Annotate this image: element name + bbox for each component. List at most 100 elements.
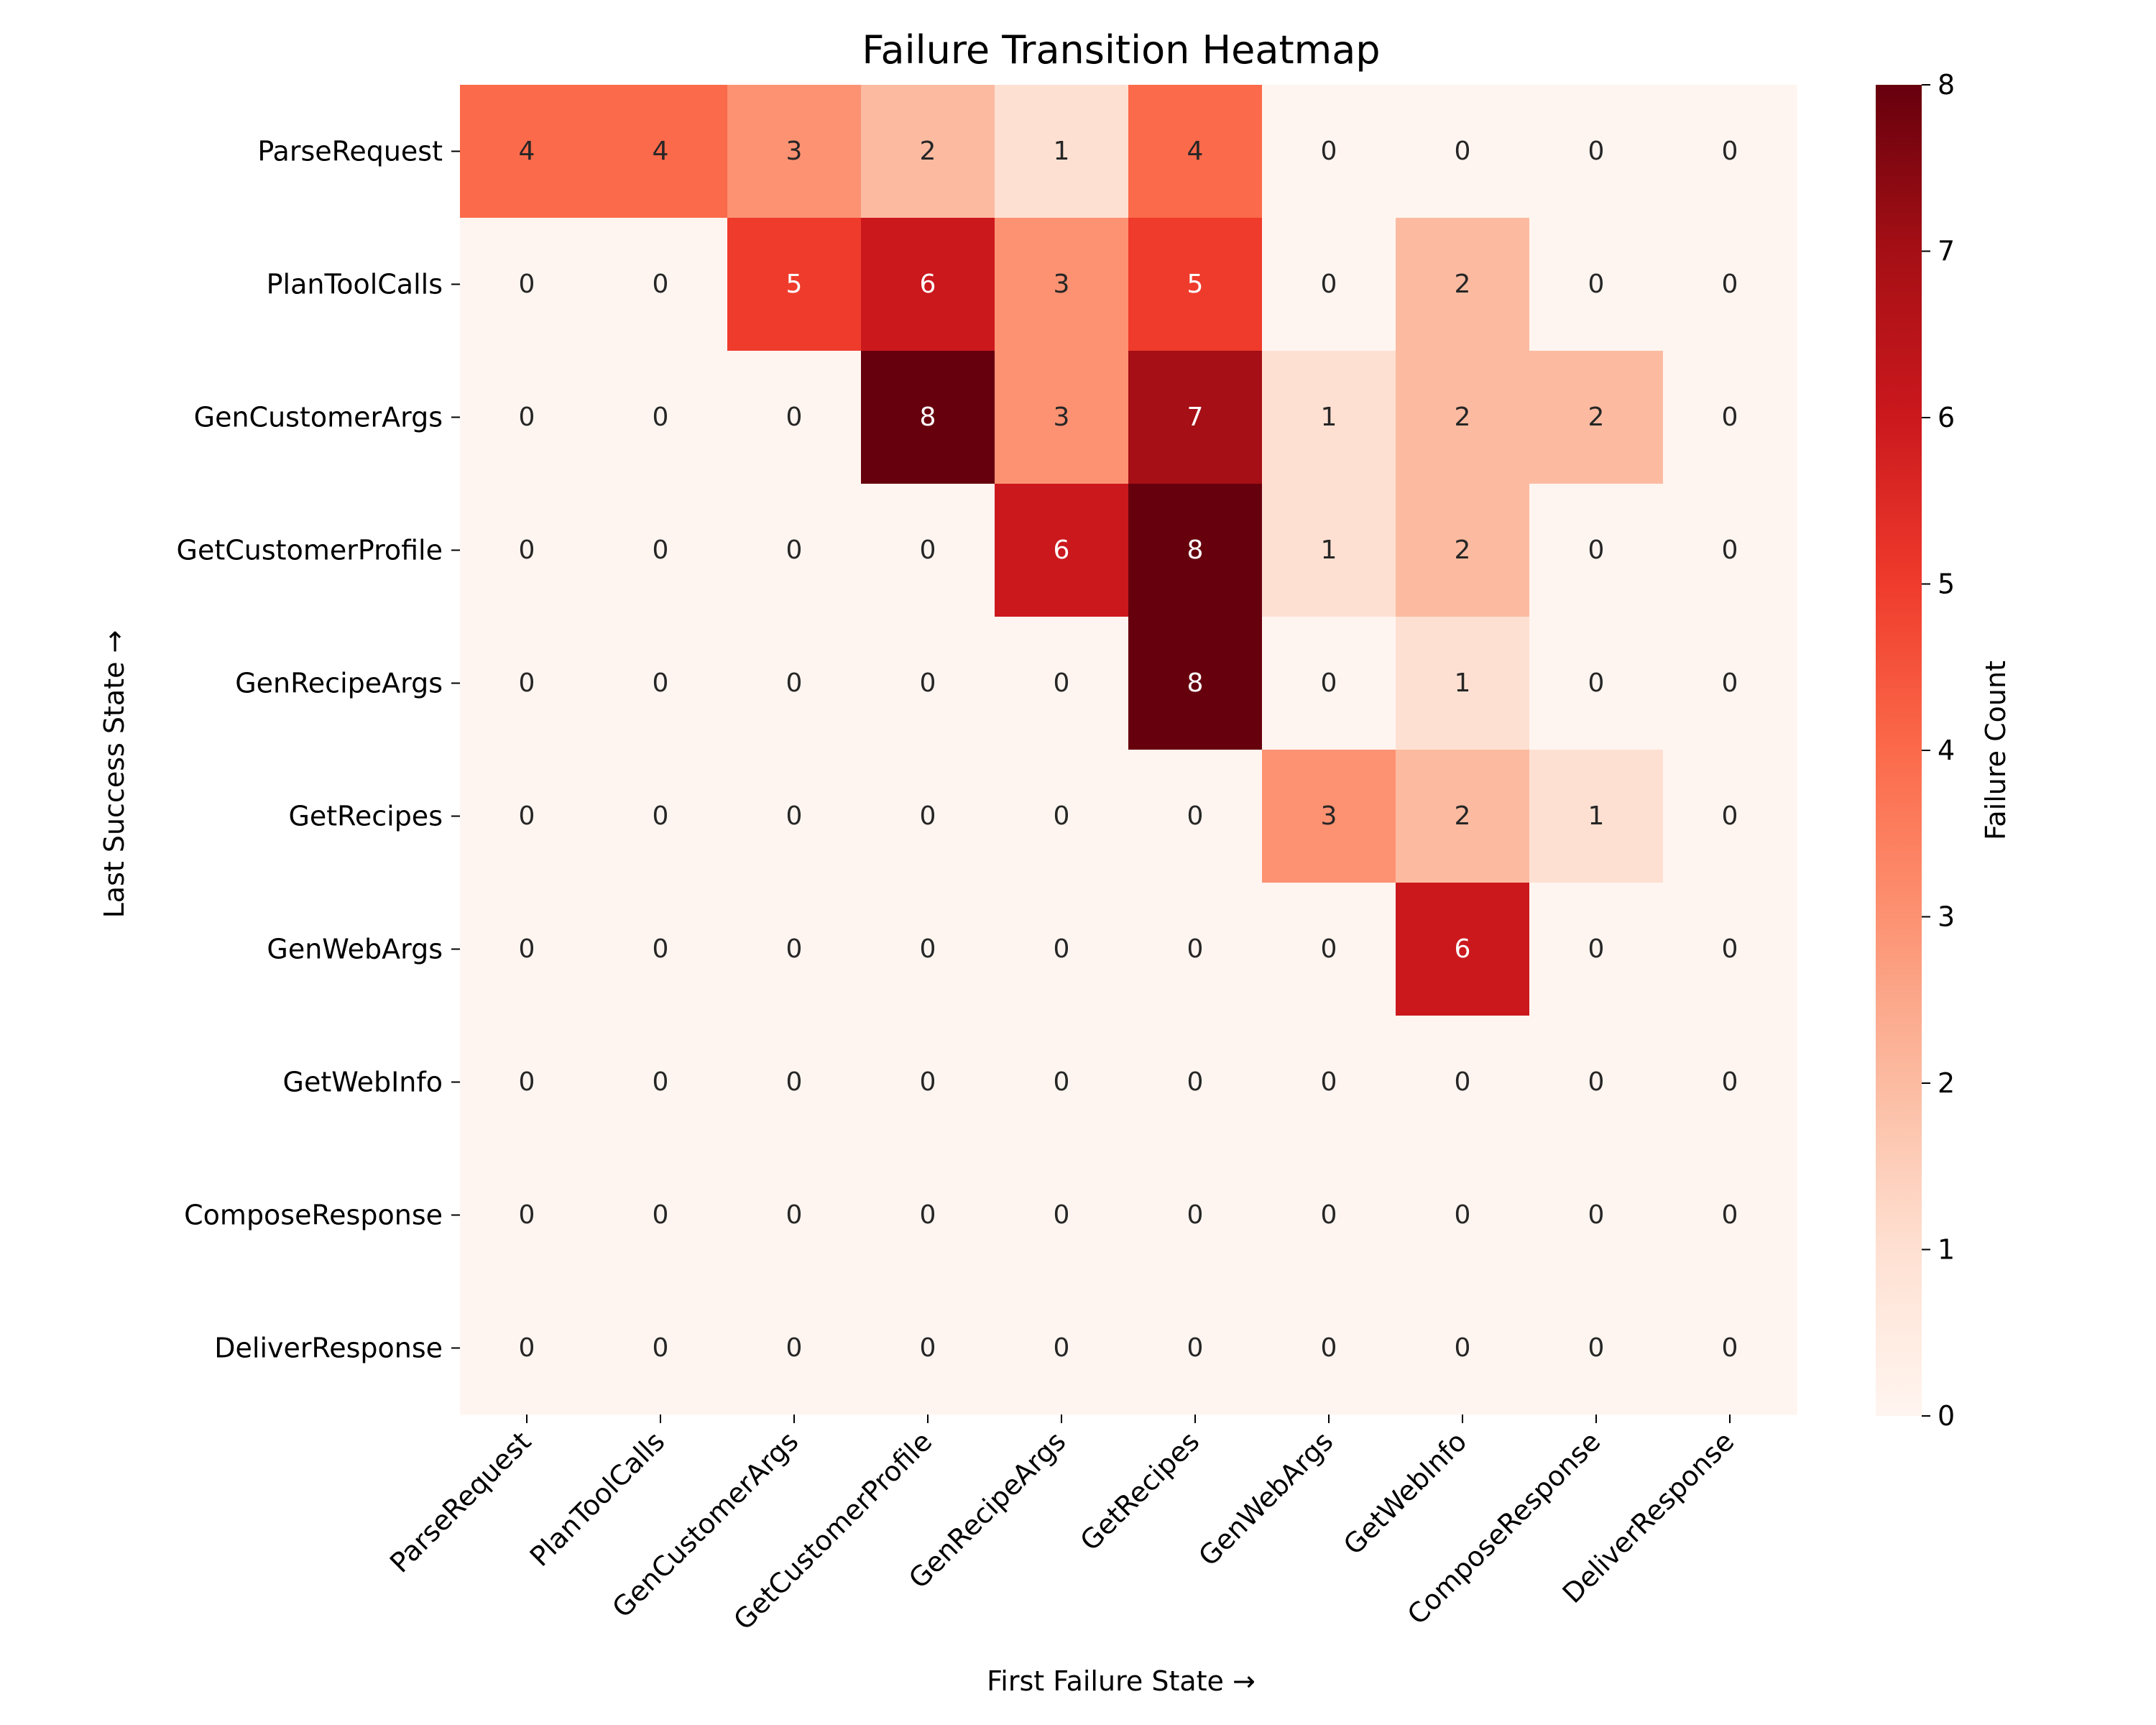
cell-value-label: 0 (1054, 668, 1070, 698)
cell-value-label: 0 (519, 801, 535, 831)
cell-value-label: 0 (653, 1200, 669, 1230)
cell-value-label: 0 (1722, 801, 1738, 831)
heatmap-cell (727, 1149, 862, 1282)
cell-value-label: 0 (786, 402, 803, 432)
y-axis-label: Last Success State → (98, 630, 130, 919)
heatmap-cell (727, 617, 862, 750)
heatmap-cell (995, 750, 1129, 883)
heatmap-cell (727, 883, 862, 1016)
cell-value-label: 0 (786, 668, 803, 698)
heatmap-cell (1262, 484, 1396, 617)
heatmap-cell (727, 85, 862, 218)
heatmap-cell (861, 617, 995, 750)
cell-value-label: 0 (1588, 1200, 1605, 1230)
cell-value-label: 0 (786, 535, 803, 565)
cell-value-label: 0 (920, 801, 936, 831)
heatmap-cell (995, 883, 1129, 1016)
heatmap-cell (1396, 1016, 1530, 1149)
heatmap-cell (594, 1282, 728, 1415)
heatmap-cell (460, 218, 594, 351)
cell-value-label: 0 (1455, 1067, 1471, 1097)
cell-value-label: 0 (1187, 1067, 1204, 1097)
cell-value-label: 0 (1722, 1200, 1738, 1230)
cell-value-label: 6 (1455, 934, 1471, 964)
y-axis-ticks: ParseRequest PlanToolCalls GenCustomerArgs… (177, 136, 460, 1364)
cell-value-label: 0 (786, 1333, 803, 1363)
heatmap-cell (1396, 617, 1530, 750)
cell-value-label: 0 (1321, 1333, 1337, 1363)
cell-value-label: 3 (1054, 270, 1070, 299)
heatmap-cell (1663, 484, 1797, 617)
heatmap-cell (1128, 1282, 1263, 1415)
cell-value-label: 0 (519, 668, 535, 698)
cell-value-label: 0 (1588, 668, 1605, 698)
heatmap-cell (1262, 1282, 1396, 1415)
heatmap-cell (594, 883, 728, 1016)
cell-value-label: 0 (1321, 934, 1337, 964)
heatmap-cell (1128, 484, 1263, 617)
cell-value-label: 0 (653, 1067, 669, 1097)
cell-value-label: 0 (1455, 1333, 1471, 1363)
colorbar-tick-label: 1 (1938, 1234, 1955, 1266)
y-tick-label: GetWebInfo (283, 1067, 443, 1098)
cell-value-label: 0 (1321, 1200, 1337, 1230)
cell-value-label: 0 (519, 1200, 535, 1230)
heatmap-cell (861, 1016, 995, 1149)
cell-value-label: 0 (653, 934, 669, 964)
cell-value-label: 0 (1187, 801, 1204, 831)
heatmap-cell (1396, 883, 1530, 1016)
colorbar-tick-label: 0 (1938, 1400, 1955, 1432)
heatmap-cell (1529, 484, 1664, 617)
cell-value-label: 3 (786, 137, 803, 166)
cell-value-label: 6 (920, 270, 936, 299)
heatmap-cell (1262, 85, 1396, 218)
heatmap-cell (995, 218, 1129, 351)
cell-value-label: 7 (1187, 402, 1204, 432)
heatmap-cell (460, 351, 594, 484)
cell-value-label: 1 (1588, 801, 1605, 831)
x-axis-label: First Failure State → (987, 1665, 1256, 1697)
cell-value-label: 2 (1455, 270, 1471, 299)
cell-value-label: 0 (920, 934, 936, 964)
x-tick-label: GenWebArgs (1192, 1425, 1339, 1572)
cell-value-label: 3 (1054, 402, 1070, 432)
heatmap-cell (594, 1149, 728, 1282)
cell-value-label: 1 (1455, 668, 1471, 698)
cell-value-label: 6 (1054, 535, 1070, 565)
heatmap-cell (460, 85, 594, 218)
cell-value-label: 0 (519, 402, 535, 432)
cell-value-label: 5 (1187, 270, 1204, 299)
cell-value-label: 0 (1321, 270, 1337, 299)
heatmap-cell (861, 750, 995, 883)
colorbar-tick-label: 3 (1938, 901, 1955, 933)
heatmap-cell (1529, 85, 1664, 218)
heatmap-cell (594, 484, 728, 617)
y-tick-label: DeliverResponse (214, 1333, 443, 1364)
cell-value-label: 0 (1455, 1200, 1471, 1230)
heatmap-cell (1128, 85, 1263, 218)
cell-value-label: 0 (1321, 668, 1337, 698)
cell-value-label: 4 (1187, 137, 1204, 166)
heatmap-cell (1128, 1016, 1263, 1149)
heatmap-cell (1529, 351, 1664, 484)
heatmap-cell (1128, 617, 1263, 750)
cell-value-label: 0 (1588, 934, 1605, 964)
cell-value-label: 4 (653, 137, 669, 166)
heatmap-cell (594, 85, 728, 218)
heatmap-cell (460, 1016, 594, 1149)
heatmap-cell (1262, 617, 1396, 750)
cell-value-label: 0 (1054, 801, 1070, 831)
cell-value-label: 0 (653, 402, 669, 432)
cell-value-label: 0 (1455, 137, 1471, 166)
heatmap-cells (460, 85, 1797, 1415)
heatmap-cell (460, 750, 594, 883)
heatmap-cell (594, 1016, 728, 1149)
cell-value-label: 2 (1588, 402, 1605, 432)
x-tick-label: GetRecipes (1074, 1425, 1206, 1557)
cell-value-label: 0 (653, 1333, 669, 1363)
heatmap-cell (861, 1282, 995, 1415)
heatmap-cell (1128, 883, 1263, 1016)
cell-value-label: 0 (1321, 137, 1337, 166)
cell-value-label: 1 (1321, 402, 1337, 432)
